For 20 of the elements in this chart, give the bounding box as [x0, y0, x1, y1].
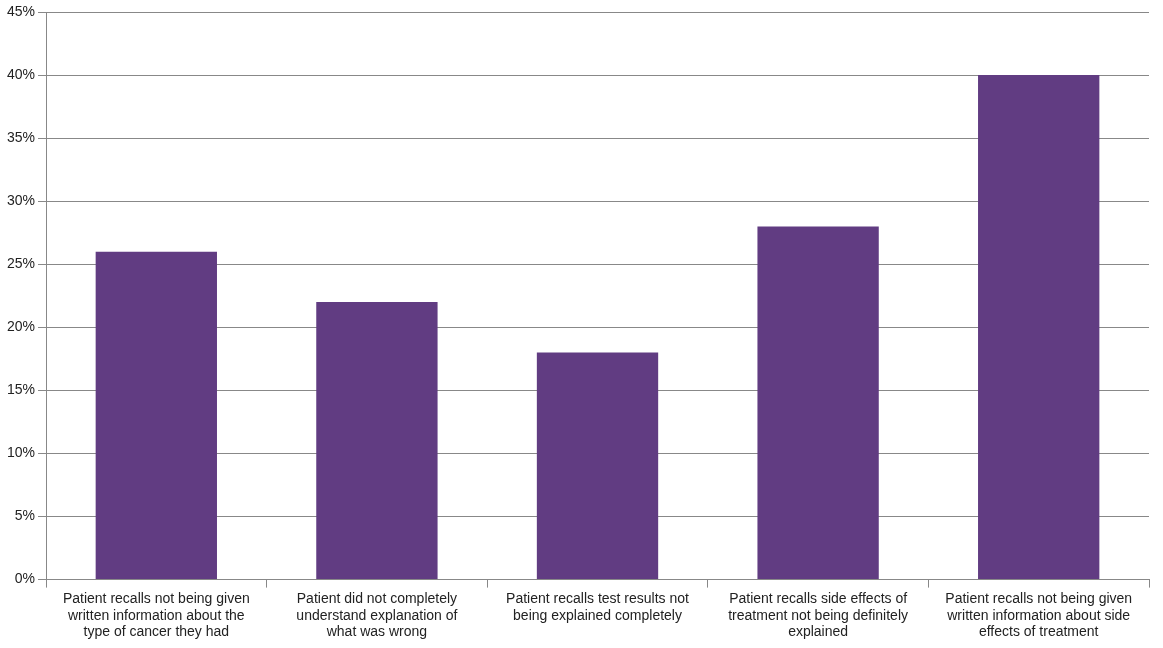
y-tick-label: 5% [14, 507, 36, 524]
y-tick-label: 25% [6, 255, 36, 272]
y-tick-label: 30% [6, 192, 36, 209]
bar [536, 352, 659, 580]
y-tick-label: 45% [6, 2, 36, 19]
y-tick-label: 0% [14, 570, 36, 587]
y-tick-label: 20% [6, 318, 36, 335]
x-tick-label: Patient recalls side effects of treatment not being definitely explained [728, 589, 908, 640]
bar [316, 302, 438, 580]
bar [95, 251, 217, 580]
y-tick-label: 15% [6, 381, 36, 398]
bar [757, 226, 879, 580]
x-tick-label: Patient recalls test results not being explained completely [506, 589, 690, 623]
bar [978, 75, 1100, 580]
y-tick-label: 40% [6, 65, 36, 82]
y-tick-label: 35% [6, 128, 36, 145]
x-tick-label: Patient recalls not being given written information about the type of cancer they had [62, 589, 250, 640]
x-tick-label: Patient did not completely understand explanation of what was wrong [296, 589, 458, 640]
x-tick-label: Patient recalls not being given written information about side effects of treatment [945, 589, 1133, 640]
y-tick-label: 10% [6, 444, 36, 461]
